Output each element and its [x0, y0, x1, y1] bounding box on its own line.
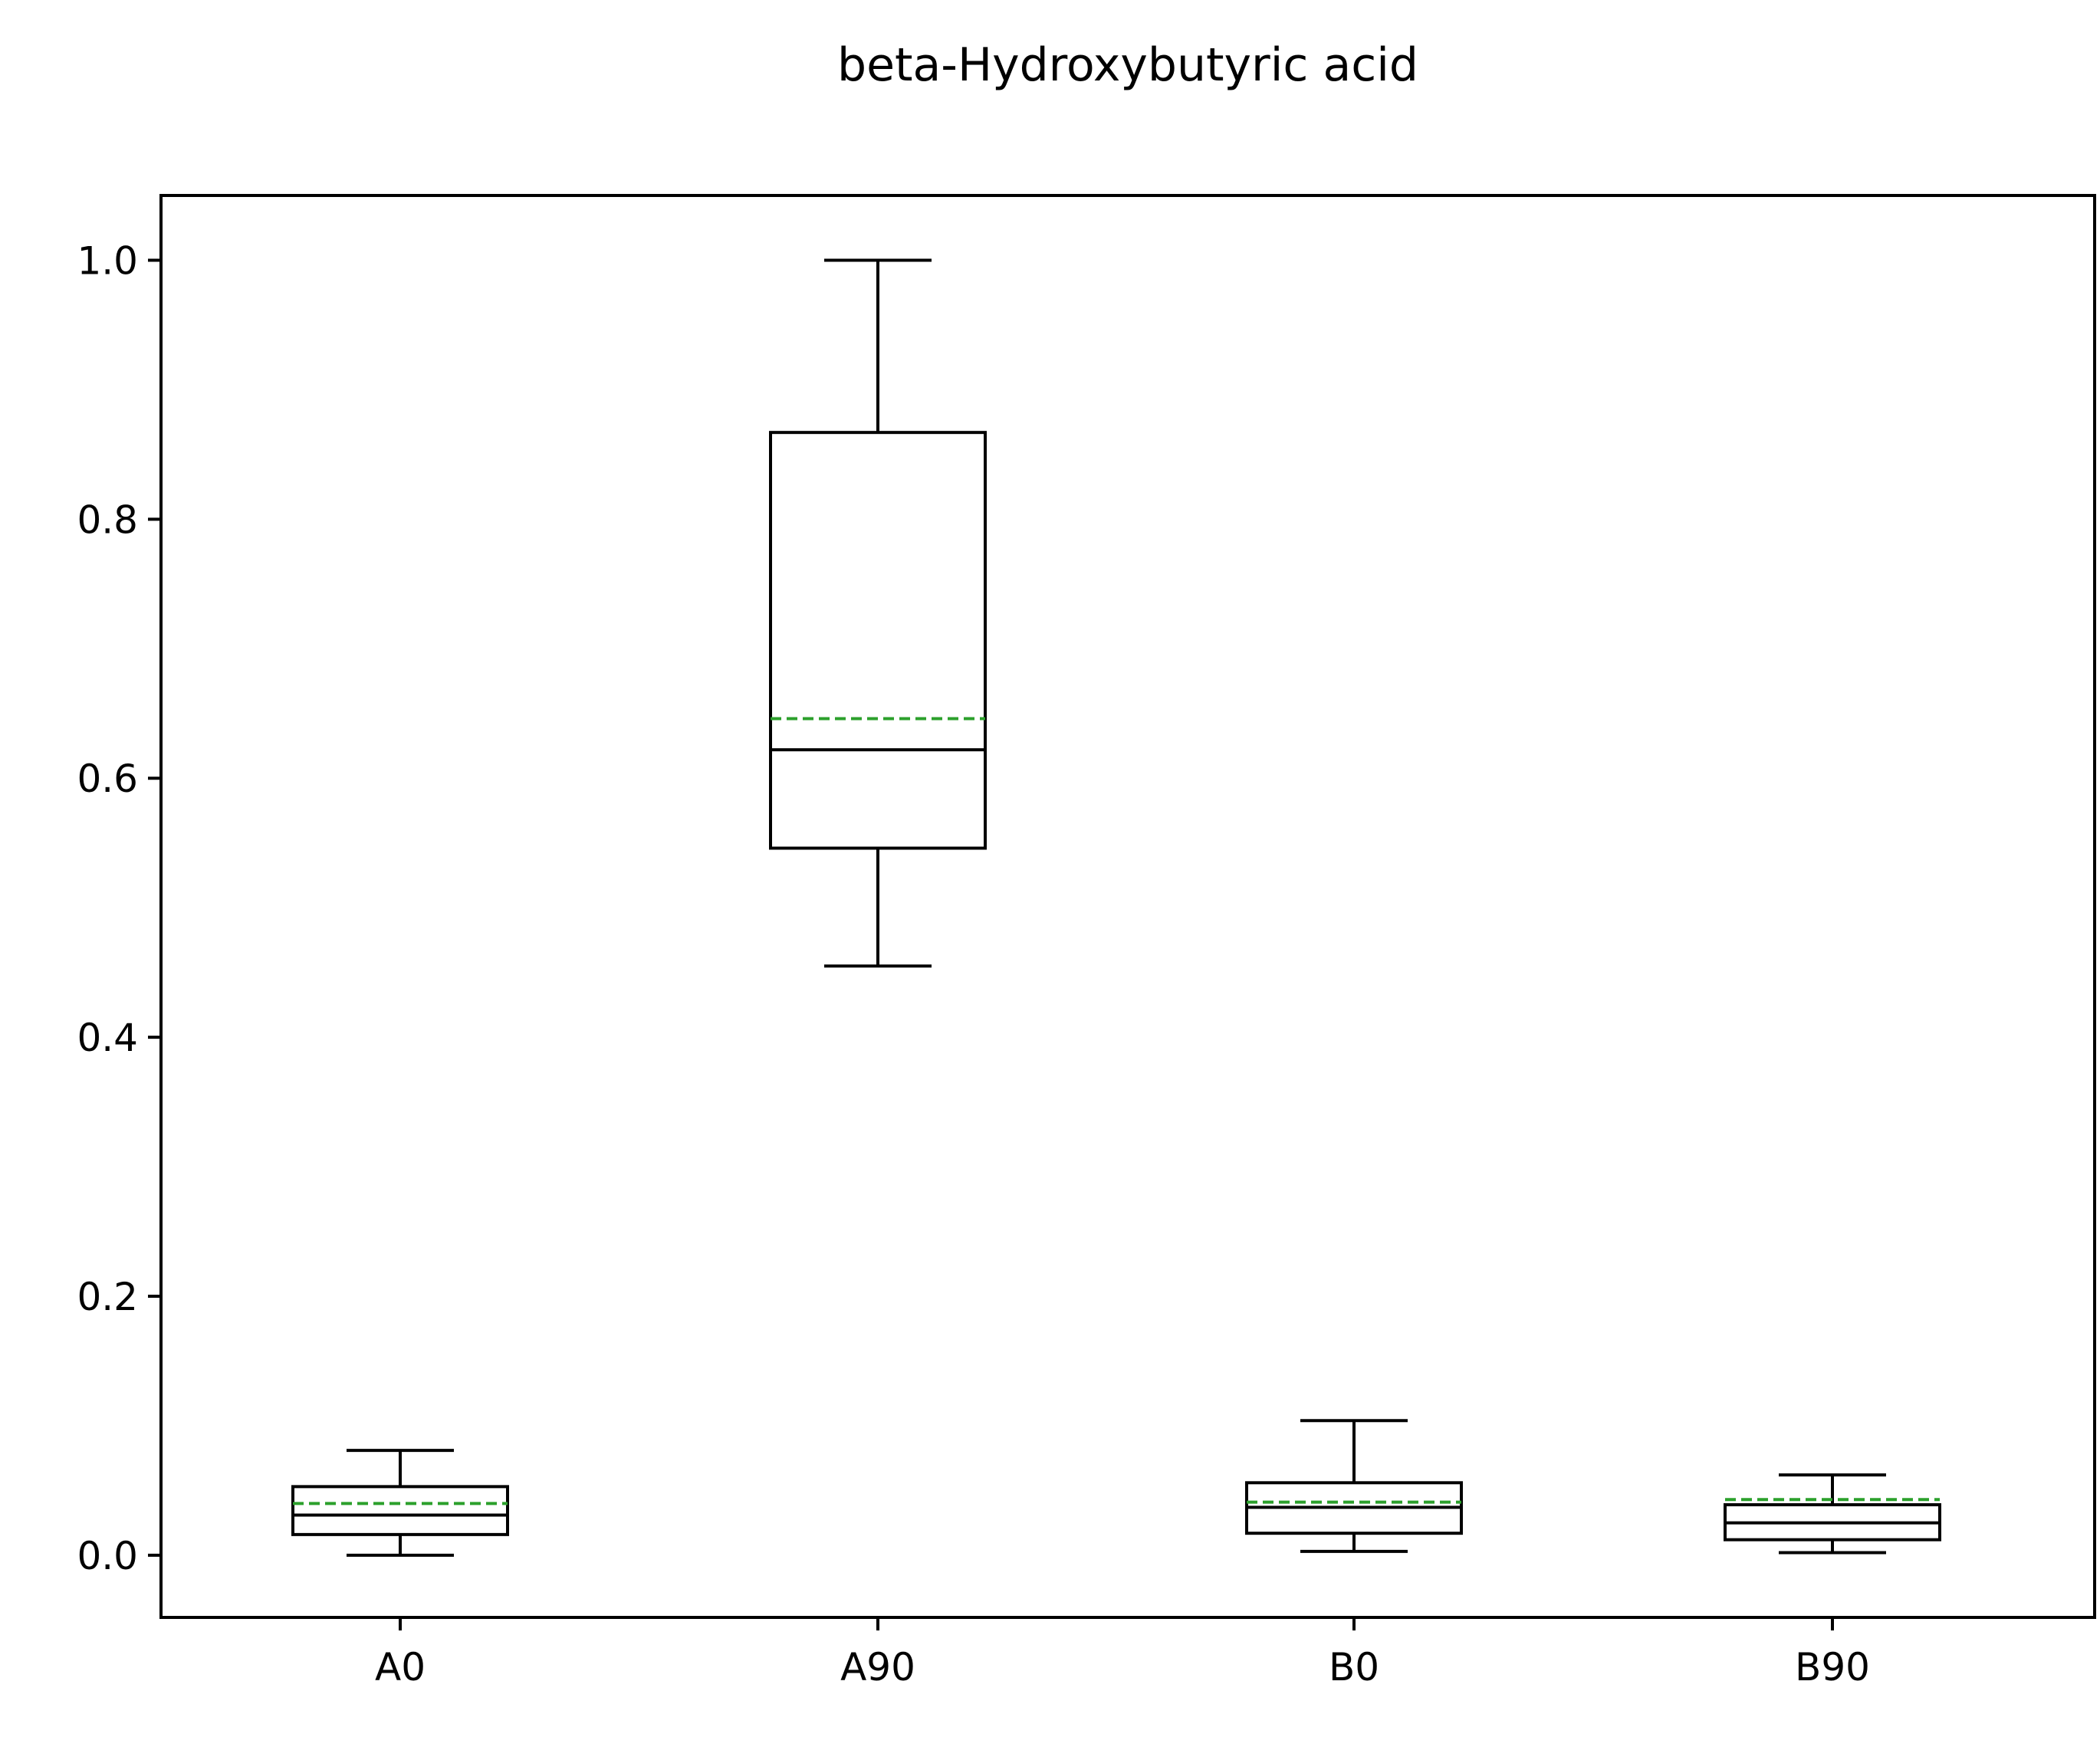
- iqr-box: [291, 1485, 509, 1536]
- y-tick-label-3: 0.6: [77, 757, 138, 801]
- y-tick-label-1: 0.2: [77, 1275, 138, 1319]
- y-axis: 0.0 0.2 0.4 0.6 0.8 1.0: [77, 238, 161, 1578]
- iqr-box: [769, 431, 987, 850]
- box-A90: [769, 258, 987, 968]
- y-tick-label-2: 0.4: [77, 1016, 138, 1060]
- x-tick-label-0: A0: [375, 1645, 426, 1689]
- box-B0: [1245, 1419, 1463, 1553]
- x-axis: A0 A90 B0 B90: [375, 1617, 1870, 1689]
- x-tick-label-3: B90: [1795, 1645, 1870, 1689]
- boxes-group: [291, 258, 1941, 1557]
- box-B90: [1724, 1473, 1941, 1555]
- x-tick-label-1: A90: [840, 1645, 915, 1689]
- box-A0: [291, 1449, 509, 1557]
- y-tick-label-5: 1.0: [77, 238, 138, 283]
- plot-frame: [159, 194, 2096, 1619]
- y-tick-label-4: 0.8: [77, 497, 138, 542]
- x-tick-label-2: B0: [1329, 1645, 1379, 1689]
- chart-title: beta-Hydroxybutyric acid: [837, 38, 1418, 92]
- y-tick-label-0: 0.0: [77, 1534, 138, 1578]
